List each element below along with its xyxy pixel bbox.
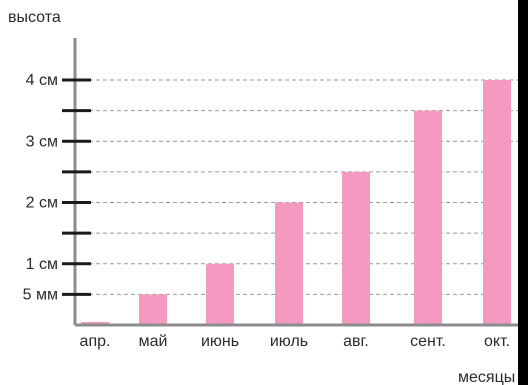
y-axis-title: высота <box>8 9 61 26</box>
y-ticks <box>62 78 91 296</box>
bar-июнь <box>206 263 234 325</box>
bar-апр. <box>81 321 109 325</box>
x-tick-labels: апр. май июнь июль авг. сент. окт. <box>80 333 510 350</box>
x-axis-title: месяцы <box>458 369 515 385</box>
bar-май <box>139 294 167 325</box>
x-tick-label: авг. <box>343 333 369 350</box>
x-tick-label: сент. <box>410 333 446 350</box>
bars <box>81 80 511 325</box>
bar-июль <box>275 202 303 325</box>
y-tick-label: 4 см <box>26 72 58 89</box>
y-tick-label: 5 мм <box>23 286 58 303</box>
x-tick-label: июнь <box>201 333 239 350</box>
x-tick-label: окт. <box>484 333 510 350</box>
y-tick-label: 1 см <box>26 256 58 273</box>
y-tick-labels: 5 мм 1 см 2 см 3 см 4 см <box>23 72 58 303</box>
y-tick-label: 3 см <box>26 133 58 150</box>
bar-авг. <box>342 171 370 325</box>
x-tick-label: июль <box>270 333 308 350</box>
window-edge <box>518 0 528 385</box>
bar-окт. <box>483 80 511 325</box>
bar-сент. <box>414 110 442 325</box>
y-tick-label: 2 см <box>26 195 58 212</box>
x-tick-label: май <box>139 333 168 350</box>
x-tick-label: апр. <box>80 333 111 350</box>
